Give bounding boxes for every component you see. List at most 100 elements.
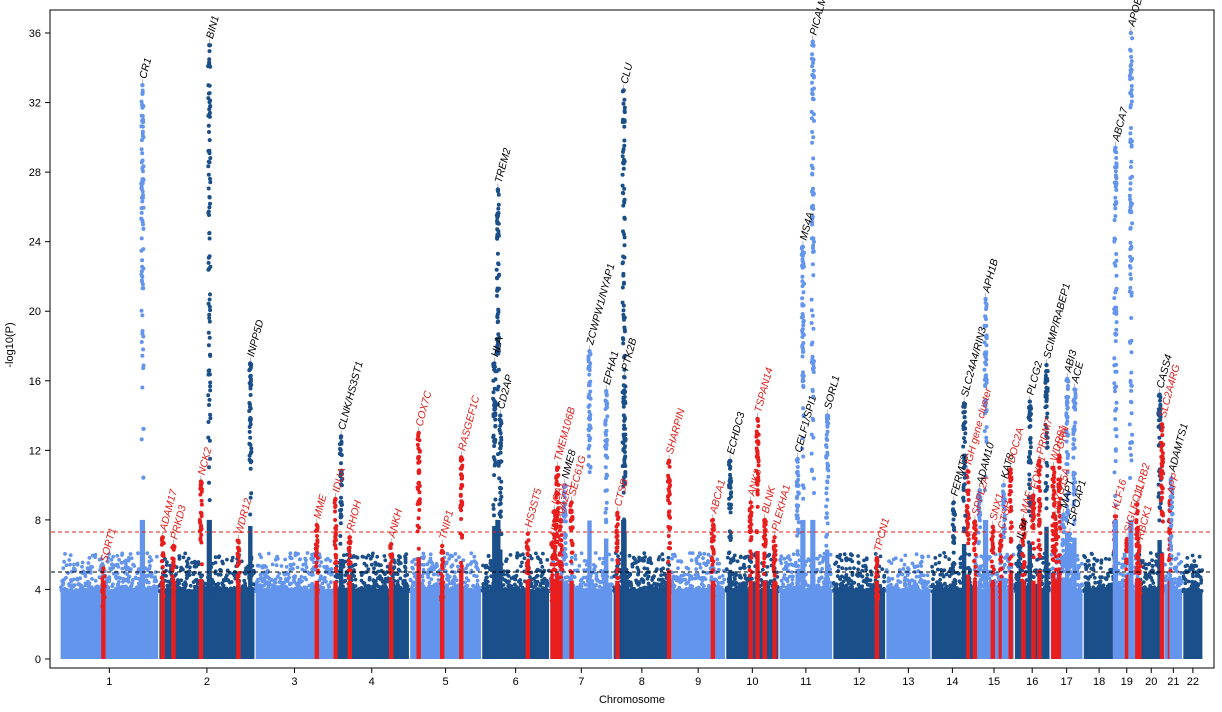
chromosome-4-points (333, 551, 411, 659)
snp-point (766, 585, 771, 589)
snp-point (485, 575, 489, 580)
snp-point (472, 573, 476, 578)
snp-point (208, 416, 213, 421)
snp-point (864, 580, 868, 585)
snp-point (869, 572, 874, 577)
snp-point (139, 124, 144, 129)
snp-point (324, 558, 328, 562)
snp-point (908, 579, 912, 584)
snp-point (725, 555, 730, 560)
lead-snp-point (140, 83, 145, 88)
snp-point (742, 566, 747, 570)
snp-point (616, 554, 620, 558)
snp-point (102, 595, 107, 600)
snp-point (139, 147, 144, 152)
snp-point (1151, 581, 1156, 585)
snp-point (141, 164, 146, 169)
snp-point (902, 562, 907, 567)
snp-point (778, 558, 783, 563)
snp-point (251, 582, 256, 587)
snp-point (1199, 581, 1203, 585)
snp-point (578, 578, 583, 583)
snp-point (398, 576, 403, 581)
snp-point (915, 564, 920, 569)
snp-point (140, 114, 145, 118)
snp-point (1140, 559, 1145, 563)
snp-point (1123, 553, 1127, 558)
snp-point (168, 580, 173, 585)
snp-point (335, 572, 340, 577)
snp-point (327, 584, 331, 589)
snp-point (844, 556, 849, 561)
snp-point (208, 380, 213, 385)
snp-point (711, 577, 716, 582)
snp-point (207, 110, 212, 115)
snp-point (262, 583, 266, 588)
snp-point (125, 572, 130, 577)
snp-point (896, 587, 901, 591)
snp-point (484, 582, 489, 587)
snp-point (476, 567, 480, 572)
snp-point (213, 589, 218, 594)
snp-point (666, 555, 671, 560)
snp-point (1183, 588, 1188, 593)
snp-point (897, 568, 902, 572)
snp-point (249, 491, 254, 496)
snp-point (767, 581, 772, 586)
snp-point (626, 579, 631, 584)
snp-point (208, 176, 212, 181)
snp-point (128, 552, 133, 556)
snp-point (471, 583, 475, 588)
data-points (59, 30, 1204, 659)
snp-point (504, 578, 508, 583)
lead-snp-point (236, 538, 241, 543)
snp-point (230, 558, 234, 563)
snp-point (667, 563, 672, 567)
chromosome-22-points (1181, 553, 1204, 659)
snp-point (1174, 556, 1179, 561)
snp-point (856, 561, 861, 565)
snp-point (140, 151, 145, 156)
snp-point (1183, 581, 1188, 586)
snp-point (1192, 589, 1197, 594)
snp-point (80, 560, 85, 565)
snp-point (472, 559, 477, 564)
snp-point (305, 551, 310, 555)
snp-point (778, 589, 783, 593)
snp-point (296, 587, 301, 592)
snp-point (102, 584, 107, 589)
snp-point (248, 419, 253, 423)
snp-point (1164, 574, 1168, 579)
snp-point (187, 569, 192, 574)
snp-point (646, 586, 650, 591)
snp-point (671, 584, 676, 589)
snp-point (206, 420, 211, 424)
snp-point (670, 556, 674, 561)
snp-point (140, 177, 145, 182)
snp-point (615, 564, 619, 569)
snp-point (541, 551, 545, 556)
snp-point (259, 589, 264, 593)
snp-point (291, 562, 296, 567)
snp-point (1006, 565, 1011, 570)
snp-point (129, 556, 134, 561)
snp-point (658, 577, 663, 582)
snp-point (141, 347, 146, 352)
snp-point (155, 554, 159, 559)
snp-point (654, 583, 659, 588)
snp-point (702, 589, 707, 593)
snp-point (818, 576, 823, 581)
snp-point (145, 551, 150, 556)
snp-point (207, 397, 212, 402)
snp-point (328, 559, 333, 563)
snp-point (463, 580, 467, 585)
snp-point (926, 580, 931, 584)
snp-point (198, 486, 203, 491)
snp-point (428, 552, 433, 557)
snp-point (785, 555, 790, 560)
snp-point (471, 589, 476, 593)
snp-point (484, 563, 489, 568)
snp-point (942, 568, 947, 573)
snp-point (593, 551, 598, 555)
snp-point (1189, 563, 1194, 568)
